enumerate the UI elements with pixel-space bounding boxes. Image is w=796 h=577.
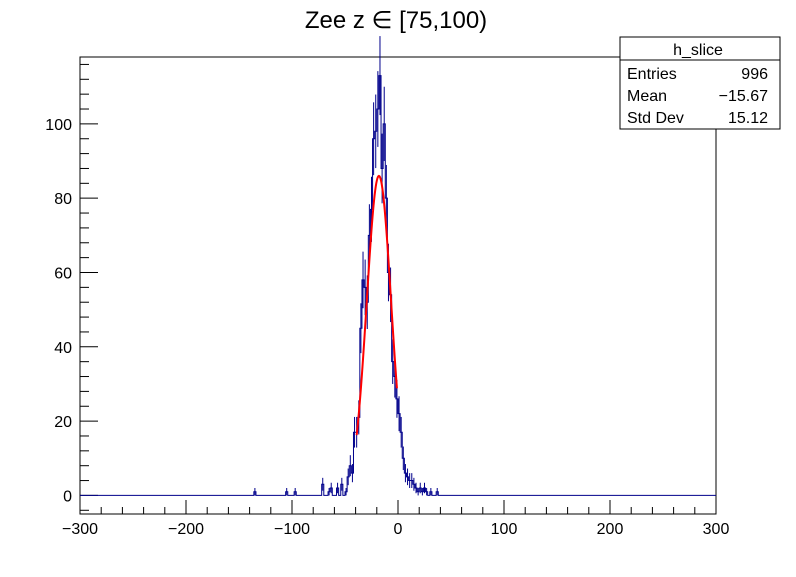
histogram-outline [80, 75, 716, 496]
stats-label-mean: Mean [627, 88, 667, 105]
x-tick-label: 200 [597, 521, 624, 538]
stats-box: h_slice Entries 996 Mean −15.67 Std Dev … [619, 36, 781, 130]
stats-value-entries: 996 [741, 66, 768, 83]
y-tick-label: 60 [54, 265, 72, 282]
y-tick-label: 40 [54, 340, 72, 357]
stats-value-mean: −15.67 [719, 88, 768, 105]
x-axis: −300 −200 −100 0 100 200 300 [62, 500, 729, 538]
x-tick-label: 300 [703, 521, 730, 538]
fit-curve [355, 174, 398, 436]
gaussian-fit-series [355, 174, 398, 436]
y-tick-label: 0 [63, 488, 72, 505]
y-tick-label: 100 [45, 117, 72, 134]
x-tick-label: 100 [491, 521, 518, 538]
stats-box-title: h_slice [673, 42, 723, 59]
stats-label-stddev: Std Dev [627, 110, 684, 127]
x-tick-label: −200 [168, 521, 204, 538]
x-tick-label: 0 [394, 521, 403, 538]
x-tick-label: −100 [274, 521, 310, 538]
stats-value-stddev: 15.12 [728, 110, 768, 127]
chart-title: Zee z ∈ [75,100) [305, 7, 487, 34]
x-tick-label: −300 [62, 521, 98, 538]
stats-label-entries: Entries [627, 66, 677, 83]
stats-box-frame [619, 36, 781, 130]
y-tick-label: 20 [54, 414, 72, 431]
y-axis: 0 20 40 60 80 100 [45, 63, 98, 511]
y-tick-label: 80 [54, 191, 72, 208]
